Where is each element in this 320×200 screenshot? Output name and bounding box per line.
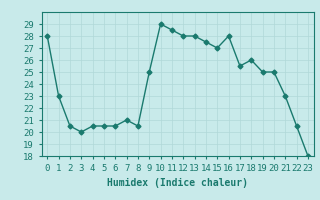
X-axis label: Humidex (Indice chaleur): Humidex (Indice chaleur)	[107, 178, 248, 188]
